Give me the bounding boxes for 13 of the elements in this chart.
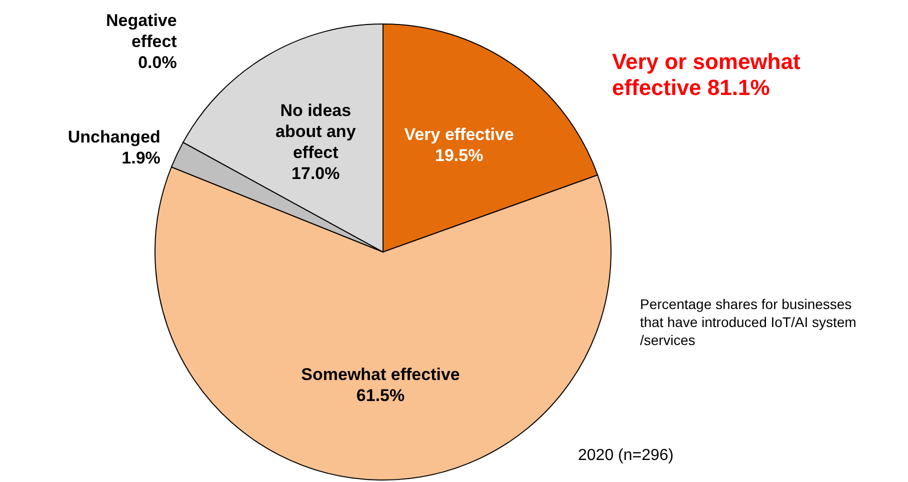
data-label: 61.5% <box>356 386 405 406</box>
text: 0.0% <box>138 53 177 72</box>
slice-label: Unchanged <box>68 128 160 147</box>
slice-label: Somewhat effective <box>301 365 460 384</box>
slice-label: Very effective <box>404 124 514 144</box>
category-label: Negative effect <box>106 11 177 52</box>
data-label: 19.5% <box>435 146 484 165</box>
text: 2020 (n=296) <box>578 447 674 464</box>
text: Percentage shares for businesses that have introduced IoT/AI system /services <box>640 296 856 348</box>
slice-label: No ideas about any effect <box>275 101 356 162</box>
data-label: 17.0% <box>292 164 340 184</box>
text: Very or somewhat effective 81.1% <box>612 49 801 100</box>
data-label: 1.9% <box>122 148 160 168</box>
